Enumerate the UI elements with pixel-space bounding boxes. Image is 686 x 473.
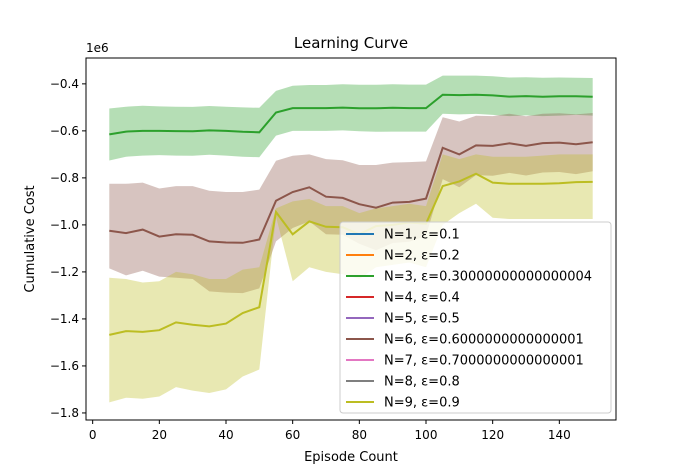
legend: N=1, ε=0.1 N=2, ε=0.2 N=3, ε=0.30000000000… <box>339 221 612 414</box>
x-tick-label: 80 <box>352 428 367 442</box>
series-line-6 <box>109 141 593 244</box>
y-tick-label: −1.0 <box>50 218 79 232</box>
plot-area-frame <box>85 57 617 421</box>
y-tick-label: −1.8 <box>50 406 79 420</box>
series-band-9 <box>109 154 593 403</box>
x-axis-ticks: 0 20 40 60 80 100 120 140 <box>89 420 571 442</box>
series-line-3 <box>109 93 593 136</box>
legend-entry-label: N=7, ε=0.7000000000000001 <box>384 354 584 369</box>
y-axis-ticks: −1.8 −1.6 −1.4 −1.2 −1.0 −0.8 −0.6 −0.4 <box>50 77 86 420</box>
legend-entry-label: N=8, ε=0.8 <box>384 375 460 390</box>
x-tick-label: 40 <box>218 428 233 442</box>
y-tick-label: −1.4 <box>50 312 79 326</box>
x-tick-label: 60 <box>285 428 300 442</box>
legend-entry-label: N=5, ε=0.5 <box>384 312 460 327</box>
y-tick-label: −0.4 <box>50 77 79 91</box>
x-tick-label: 20 <box>152 428 167 442</box>
y-tick-label: −1.2 <box>50 265 79 279</box>
series-band-3 <box>109 75 593 161</box>
legend-entry-label: N=3, ε=0.30000000000000004 <box>384 270 592 285</box>
y-tick-label: −1.6 <box>50 359 79 373</box>
legend-entry-label: N=1, ε=0.1 <box>384 228 460 243</box>
legend-entry-label: N=6, ε=0.6000000000000001 <box>384 333 584 348</box>
y-axis-label: Cumulative Cost <box>23 185 38 292</box>
x-axis-label: Episode Count <box>304 450 398 465</box>
x-tick-label: 120 <box>481 428 504 442</box>
legend-entry-label: N=2, ε=0.2 <box>384 249 460 264</box>
x-tick-label: 140 <box>548 428 571 442</box>
x-tick-label: 0 <box>89 428 97 442</box>
y-tick-label: −0.6 <box>50 124 79 138</box>
x-tick-label: 100 <box>415 428 438 442</box>
confidence-bands <box>109 75 593 403</box>
chart-title: Learning Curve <box>294 34 408 52</box>
legend-entry-label: N=9, ε=0.9 <box>384 396 460 411</box>
y-offset-label: 1e6 <box>86 41 109 55</box>
series-band-6 <box>109 113 593 294</box>
y-tick-label: −0.8 <box>50 171 79 185</box>
legend-entry-label: N=4, ε=0.4 <box>384 291 460 306</box>
legend-box <box>339 221 612 414</box>
